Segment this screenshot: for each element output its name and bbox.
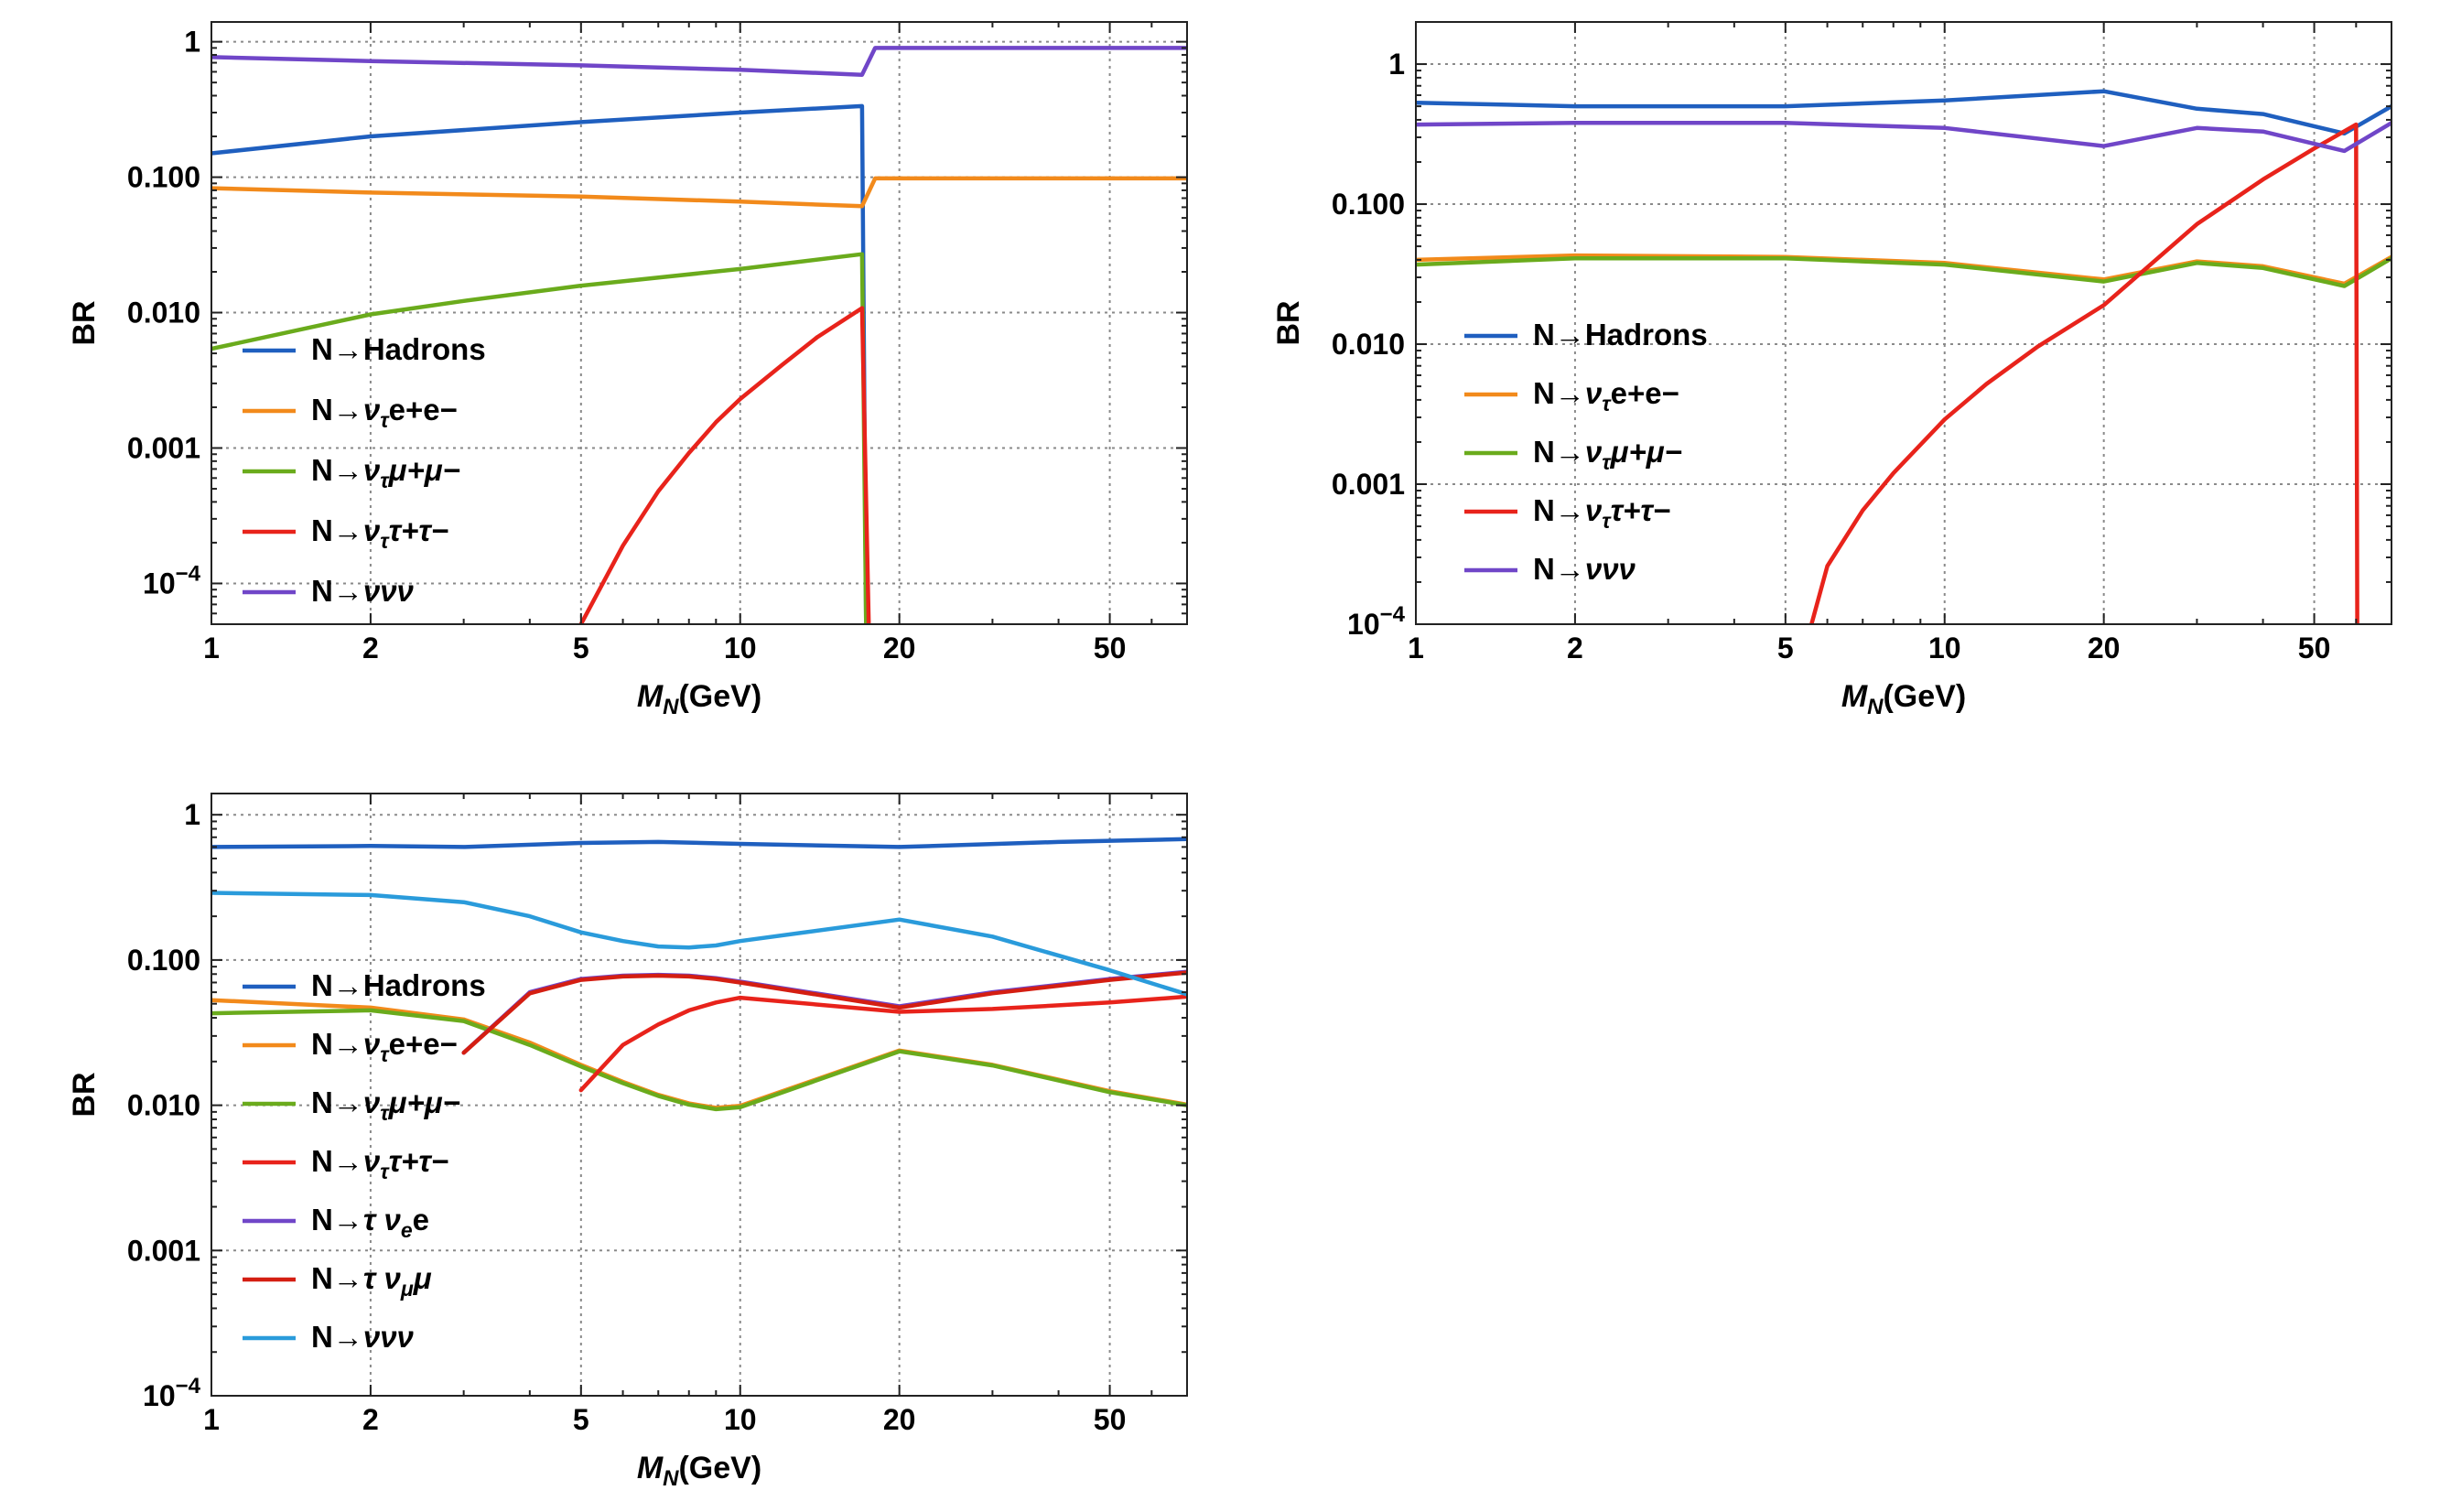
grid	[211, 794, 1187, 1396]
legend-label-n: N→ννν	[311, 1320, 415, 1354]
x-tick-label: 5	[573, 632, 589, 664]
legend-label-n: N→νττ+τ−	[1533, 493, 1670, 533]
y-tick-label: 0.001	[127, 432, 200, 465]
x-tick-label: 1	[203, 632, 220, 664]
y-axis-label: BR	[67, 300, 102, 345]
y-tick-label: 0.010	[127, 1089, 200, 1122]
series-line-n	[211, 891, 1187, 997]
series-line-n	[578, 306, 871, 624]
series-group	[211, 837, 1187, 1112]
x-tick-label: 10	[724, 632, 757, 664]
x-tick-label: 2	[1567, 632, 1583, 664]
y-tick-label: 0.010	[1332, 328, 1405, 361]
series-line-n	[211, 1008, 1187, 1112]
y-tick-label: 1	[1388, 48, 1405, 81]
y-tick-label: 0.001	[1332, 468, 1405, 501]
legend-label-n: N→τ νμμ	[311, 1261, 432, 1301]
y-tick-label: 10−4	[1347, 602, 1406, 641]
series-line-n	[1809, 122, 2359, 624]
legend-label-n: N→ννν	[1533, 552, 1636, 586]
series-line-n	[211, 252, 869, 624]
y-tick-label: 0.100	[127, 944, 200, 977]
legend-label-n: N→νττ+τ−	[311, 513, 448, 553]
series-line-n-hadrons	[211, 837, 1187, 849]
x-tick-label: 50	[1094, 1403, 1127, 1436]
plot-frame	[211, 793, 1188, 1397]
series-line-n	[461, 970, 1187, 1055]
chart-panel-1: 1 2 5 10 20 50 1 0.100 0.010 0.001 10−4 BR MN(GeV) N→…	[67, 21, 1188, 719]
y-tick-label: 1	[184, 798, 200, 831]
y-tick-label: 10−4	[143, 1374, 201, 1412]
x-tick-label: 50	[2298, 632, 2331, 664]
x-tick-label: 1	[1408, 632, 1424, 664]
x-tick-label: 2	[362, 1403, 379, 1436]
x-tick-label: 10	[724, 1403, 757, 1436]
x-axis-label: MN(GeV)	[637, 1451, 761, 1491]
x-tick-label: 20	[883, 1403, 916, 1436]
legend-label-n-hadrons: N→Hadrons	[311, 332, 486, 366]
x-axis-label: MN(GeV)	[637, 679, 761, 719]
legend-label-n-e-e: N→ντe+e−	[311, 393, 458, 432]
legend-label-n: N→ννν	[311, 574, 415, 608]
legend-label-n: N→ντμ+μ−	[311, 1085, 460, 1125]
legend-label-n: N→ντμ+μ−	[1533, 435, 1682, 474]
plot-frame	[1415, 21, 2392, 625]
series-group	[211, 46, 1187, 624]
series-line-n	[1416, 256, 2391, 288]
legend: N→Hadrons N→ντe+e− N→ντμ+μ− N→νττ+τ− N→ννν	[243, 332, 486, 608]
x-tick-label: 1	[203, 1403, 220, 1436]
x-axis-label: MN(GeV)	[1841, 679, 1966, 719]
legend-label-n: N→ντμ+μ−	[311, 453, 460, 492]
x-tick-label: 20	[883, 632, 916, 664]
y-tick-label: 0.001	[127, 1234, 200, 1267]
legend-label-n-e-e: N→ντe+e−	[311, 1027, 458, 1066]
y-axis-label: BR	[1271, 300, 1306, 345]
series-group	[1416, 89, 2391, 624]
x-tick-label: 5	[573, 1403, 589, 1436]
series-line-n	[211, 46, 1187, 77]
chart-panel-3: 1 2 5 10 20 50 1 0.100 0.010 0.001 10−4 BR MN(GeV) N→…	[67, 793, 1188, 1491]
legend-label-n-hadrons: N→Hadrons	[311, 968, 486, 1002]
legend-label-n-hadrons: N→Hadrons	[1533, 318, 1708, 351]
y-tick-label: 0.100	[127, 161, 200, 194]
x-tick-label: 20	[2088, 632, 2121, 664]
y-tick-label: 0.100	[1332, 188, 1405, 221]
legend-label-n: N→νττ+τ−	[311, 1144, 448, 1183]
grid	[1416, 22, 2391, 624]
chart-panel-2: 1 2 5 10 20 50 1 0.100 0.010 0.001 10−4 BR MN(GeV) N→…	[1271, 21, 2392, 719]
series-line-n-hadrons	[1416, 89, 2391, 136]
legend-label-n-e-e: N→τ νee	[311, 1203, 429, 1242]
y-tick-label: 0.010	[127, 297, 200, 329]
series-line-n-e-e	[211, 176, 1187, 209]
x-tick-label: 10	[1928, 632, 1961, 664]
x-tick-label: 5	[1777, 632, 1794, 664]
y-axis-label: BR	[67, 1072, 102, 1117]
legend-label-n-e-e: N→ντe+e−	[1533, 376, 1679, 416]
series-line-n-hadrons	[211, 103, 869, 624]
series-line-n	[1416, 121, 2391, 154]
y-tick-label: 1	[184, 26, 200, 59]
y-tick-label: 10−4	[143, 561, 201, 599]
x-tick-label: 2	[362, 632, 379, 664]
legend: N→Hadrons N→ντe+e− N→ντμ+μ− N→νττ+τ− N→ννν	[1464, 318, 1708, 586]
series-line-n	[578, 994, 1187, 1093]
x-tick-label: 50	[1094, 632, 1127, 664]
plot-frame	[211, 21, 1188, 625]
legend: N→Hadrons N→ντe+e− N→ντμ+μ− N→νττ+τ− N→τ νee…	[243, 968, 486, 1354]
